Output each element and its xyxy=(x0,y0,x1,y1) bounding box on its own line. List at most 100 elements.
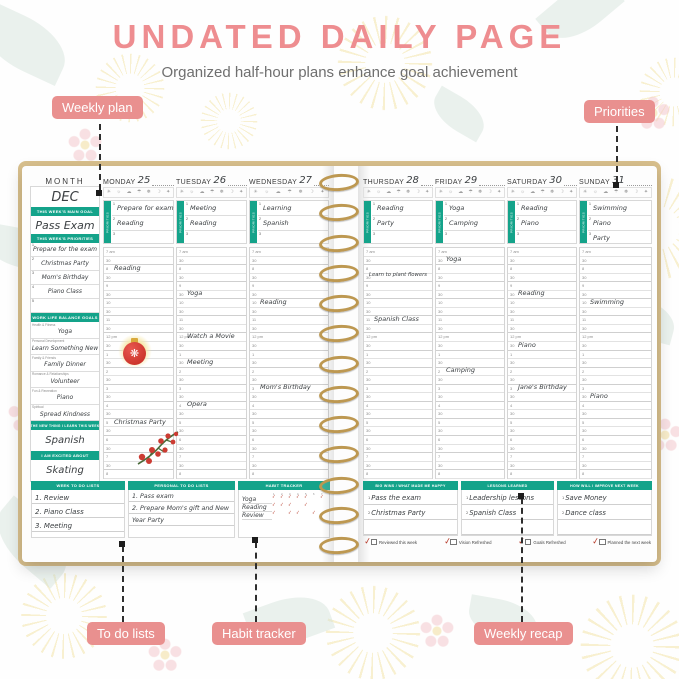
time-label: 1 xyxy=(252,351,255,357)
habit-check-mark: ✓ xyxy=(270,501,277,509)
time-slot-row: 8 xyxy=(250,265,328,274)
time-label: 10 xyxy=(510,300,515,306)
weather-icon-row: ☀ ☼ ☁ ☂ ❅ ☽ ✦ xyxy=(249,187,329,198)
habit-name: Reading xyxy=(242,504,272,512)
time-slot-row: 30 xyxy=(436,274,504,283)
time-label: 5 xyxy=(179,419,182,425)
time-slot-row: 4 xyxy=(177,402,246,411)
month-value: DEC xyxy=(51,189,79,205)
ornament-cap xyxy=(131,338,138,343)
callout-habit-tracker: Habit tracker xyxy=(212,622,306,645)
time-label: 8 xyxy=(366,471,369,477)
dotted-rule xyxy=(228,176,247,186)
time-slot-row: 10 xyxy=(364,299,432,308)
time-label: 12 pm xyxy=(366,334,378,340)
time-slot-row: 30 xyxy=(104,462,173,471)
umbrella-icon: ☂ xyxy=(540,189,545,195)
time-slot-row: 30 xyxy=(508,462,576,471)
time-label: 1 xyxy=(179,351,182,357)
umbrella-icon: ☂ xyxy=(136,189,142,195)
time-slot-row: 3 xyxy=(250,385,328,394)
event-entry: Christmas Party xyxy=(114,417,166,426)
time-label: 7 am xyxy=(252,249,261,254)
umbrella-icon: ☂ xyxy=(396,189,401,195)
planner-spread: MONTH DEC THIS WEEK'S MAIN GOAL Pass Exa… xyxy=(22,166,657,562)
priority-text: Learning xyxy=(263,204,292,212)
habit-dot xyxy=(280,522,285,527)
time-slot-row: 2 xyxy=(436,368,504,377)
habit-check-mark: ✓ xyxy=(278,501,285,509)
day-header: SUNDAY 31 xyxy=(579,170,652,186)
time-label: 30 xyxy=(438,377,443,383)
time-label: 8 xyxy=(510,471,513,477)
time-label: 30 xyxy=(438,325,443,331)
time-slot-row: 9 xyxy=(177,282,246,291)
time-slot-row: 30 xyxy=(177,462,246,471)
flower-decoration xyxy=(420,614,454,648)
time-label: 10 xyxy=(582,300,587,306)
flower-decoration xyxy=(68,128,102,162)
time-label: 9 xyxy=(252,283,255,289)
sidebar-priority-row: 3 Mom's Birthday xyxy=(31,271,99,285)
time-label: 30 xyxy=(510,291,515,297)
priority-text: Prepare for exam xyxy=(117,204,174,212)
priorities-side-tab: PRIORITIES xyxy=(580,201,587,243)
priority-number: 3 xyxy=(517,231,519,236)
time-label: 30 xyxy=(510,445,515,451)
time-slot-row: 30 xyxy=(436,445,504,454)
day-column-tuesday: TUESDAY 26 ☀ ☼ ☁ ☂ ❅ ☽ ✦ PRIORITIES 1 Meeting 2 Readi… xyxy=(176,170,247,479)
time-label: 30 xyxy=(582,274,587,280)
spiral-coil xyxy=(318,475,360,495)
star-icon: ✦ xyxy=(239,189,244,195)
time-slot-row: 6 xyxy=(508,436,576,445)
time-slot-row: 5 xyxy=(508,419,576,428)
time-slot-row: 30 xyxy=(364,291,432,300)
time-label: 7 xyxy=(252,454,255,460)
personal-todo-item: 2. Prepare Mom's gift and New Year Party xyxy=(132,505,230,524)
habit-dot xyxy=(280,530,285,535)
time-slot-row: 30 xyxy=(364,410,432,419)
personal-todo-box: 1. Pass exam 2. Prepare Mom's gift and Ne… xyxy=(128,490,235,538)
cloud-icon: ☁ xyxy=(530,189,536,195)
page-title: UNDATED DAILY PAGE xyxy=(112,18,567,55)
big-wins-box: 1Pass the exam 2Christmas Party xyxy=(363,490,458,536)
time-slot-row: 30 xyxy=(250,393,328,402)
habit-check-mark: ✓ xyxy=(294,509,301,517)
priority-text: Prepare for the exam xyxy=(32,246,97,253)
time-slot-row: 30 xyxy=(177,308,246,317)
time-label: 30 xyxy=(106,377,111,383)
time-label: 5 xyxy=(438,419,441,425)
time-label: 7 xyxy=(582,454,585,460)
habit-dot xyxy=(272,530,277,535)
habit-day-number: 4 xyxy=(296,492,299,496)
habit-day-number: 1 xyxy=(272,492,275,496)
time-label: 11 xyxy=(106,317,111,323)
time-label: 30 xyxy=(106,274,111,280)
time-slot-row: 30 xyxy=(104,393,173,402)
balance-goal-row: Romance & Relationships Volunteer xyxy=(31,372,99,388)
habit-dot xyxy=(296,530,301,535)
time-label: 3 xyxy=(106,385,109,391)
time-slot-row: 30 xyxy=(508,359,576,368)
time-label: 2 xyxy=(106,368,109,374)
priority-text: Piano xyxy=(593,219,611,227)
callout-weekly-recap: Weekly recap xyxy=(474,622,573,645)
time-slot-row: 30 xyxy=(436,393,504,402)
day-name: THURSDAY xyxy=(363,179,405,186)
day-priority-row: 3 xyxy=(258,231,328,245)
time-label: 11 xyxy=(510,317,515,323)
time-slot-row: 6 xyxy=(436,436,504,445)
dandelion-decoration xyxy=(572,586,679,679)
time-slot-row: 7 xyxy=(104,453,173,462)
day-column-wednesday: WEDNESDAY 27 ☀ ☼ ☁ ☂ ❅ ☽ ✦ PRIORITIES 1 Learning 2 Sp… xyxy=(249,170,329,479)
checkbox-label: Vision Refreshed xyxy=(458,539,492,545)
day-priority-row: 3 xyxy=(516,231,576,245)
umbrella-icon: ☂ xyxy=(209,189,215,195)
time-slot-row: 30 xyxy=(436,308,504,317)
day-date: 31 xyxy=(612,175,625,186)
time-label: 30 xyxy=(106,411,111,417)
priority-text: Mom's Birthday xyxy=(41,274,89,281)
time-slot-row: 5 xyxy=(250,419,328,428)
callout-to-do-lists: To do lists xyxy=(87,622,165,645)
